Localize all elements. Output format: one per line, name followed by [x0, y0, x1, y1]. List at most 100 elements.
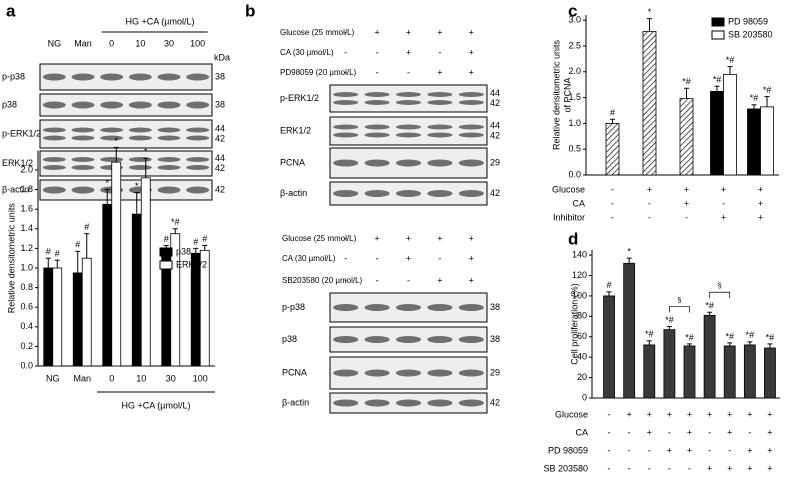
blot-row-label: p-ERK1/2 — [280, 93, 319, 103]
error-bar — [714, 85, 720, 92]
blot-band — [157, 186, 181, 194]
blot-column-label: Man — [74, 38, 92, 48]
error-bar — [764, 96, 770, 107]
condition-sign: - — [708, 427, 711, 437]
bar — [723, 345, 736, 399]
y-tick-label: 20 — [577, 372, 587, 382]
significance-mark: *# — [750, 93, 759, 103]
significance-mark: *# — [665, 315, 674, 325]
error-bar — [727, 66, 733, 75]
blot-band — [395, 304, 422, 311]
significance-mark: * — [627, 247, 631, 257]
blot-band — [186, 186, 210, 194]
error-bar — [747, 341, 753, 345]
condition-sign: + — [469, 67, 474, 77]
blot-band — [395, 190, 422, 197]
condition-label: PD98059 (20 µmol/L) — [280, 68, 357, 77]
error-bar — [646, 340, 652, 345]
significance-mark: # — [610, 108, 615, 118]
bar — [43, 267, 54, 367]
significance-mark: * — [648, 7, 652, 17]
kda-marker: 42 — [490, 98, 500, 108]
blot-band — [100, 127, 124, 133]
blot-band — [42, 165, 66, 170]
condition-sign: - — [648, 445, 651, 455]
condition-sign: + — [406, 27, 411, 37]
significance-mark: * — [144, 147, 148, 157]
y-tick-label: 2.0 — [568, 66, 581, 76]
condition-sign: + — [767, 445, 772, 455]
y-tick-label: 60 — [577, 331, 587, 341]
condition-label: PD 98059 — [548, 445, 588, 455]
blot-band — [458, 304, 484, 311]
legend-swatch — [159, 260, 173, 270]
condition-sign: - — [608, 463, 611, 473]
blot-band — [427, 336, 453, 343]
condition-sign: - — [376, 47, 379, 57]
condition-sign: + — [747, 445, 752, 455]
bar — [643, 344, 656, 399]
blot-band — [333, 159, 359, 167]
y-tick-label: 3.0 — [568, 15, 581, 25]
blot-band — [395, 124, 422, 130]
condition-sign: + — [374, 27, 379, 37]
y-tick-label: 80 — [577, 311, 587, 321]
condition-sign: - — [628, 463, 631, 473]
x-tick-label: 10 — [136, 373, 146, 383]
kda-marker: 44 — [490, 120, 500, 130]
panel-letter: c — [568, 1, 577, 20]
blot-band — [458, 190, 484, 197]
significance-mark: # — [75, 240, 80, 250]
blot-band — [128, 157, 152, 162]
condition-sign: - — [628, 445, 631, 455]
bar — [52, 267, 63, 367]
blot-band — [157, 135, 181, 141]
condition-sign: + — [727, 463, 732, 473]
y-tick-label: 0.8 — [20, 282, 33, 292]
condition-sign: - — [344, 27, 347, 37]
y-tick-label: 2.0 — [20, 164, 33, 174]
blot-band — [186, 127, 210, 133]
y-tick-label: 100 — [572, 290, 587, 300]
x-tick-label: NG — [46, 373, 60, 383]
legend-label: p38 — [176, 246, 191, 256]
blot-band — [333, 92, 359, 97]
error-bar — [606, 291, 612, 296]
condition-sign: + — [406, 47, 411, 57]
blot-band — [395, 159, 422, 167]
significance-mark: # — [202, 234, 207, 244]
blot-row-label: ERK1/2 — [2, 158, 33, 168]
error-bar — [647, 18, 652, 32]
blot-band — [42, 73, 66, 81]
condition-label: SB203580 (20 µmol/L) — [282, 276, 363, 285]
blot-band — [71, 157, 95, 162]
blot-band — [71, 186, 95, 194]
condition-sign: + — [374, 233, 379, 243]
condition-sign: - — [407, 67, 410, 77]
condition-sign: - — [628, 427, 631, 437]
bar — [140, 177, 151, 367]
legend-swatch — [711, 30, 725, 40]
condition-label: Glucose — [555, 409, 588, 419]
condition-sign: + — [684, 184, 689, 194]
condition-label: Glucose (25 mmol/L) — [280, 28, 355, 37]
condition-sign: + — [758, 212, 763, 222]
bar — [710, 90, 724, 176]
blot-band — [395, 92, 422, 97]
blot-row-label: β-actin — [282, 397, 309, 407]
condition-sign: - — [685, 212, 688, 222]
error-bar — [134, 192, 140, 215]
blot-frame — [39, 93, 213, 117]
significance-mark: *# — [705, 301, 714, 311]
blot-band — [333, 336, 359, 343]
y-tick-label: 1.2 — [20, 243, 33, 253]
blot-band — [427, 190, 453, 197]
blot-row-label: PCNA — [282, 367, 307, 377]
blot-frame — [329, 116, 488, 146]
error-bar — [202, 244, 208, 251]
bar — [623, 262, 636, 399]
legend-label: PD 98059 — [728, 16, 768, 26]
error-bar — [684, 87, 689, 99]
condition-sign: - — [344, 47, 347, 57]
